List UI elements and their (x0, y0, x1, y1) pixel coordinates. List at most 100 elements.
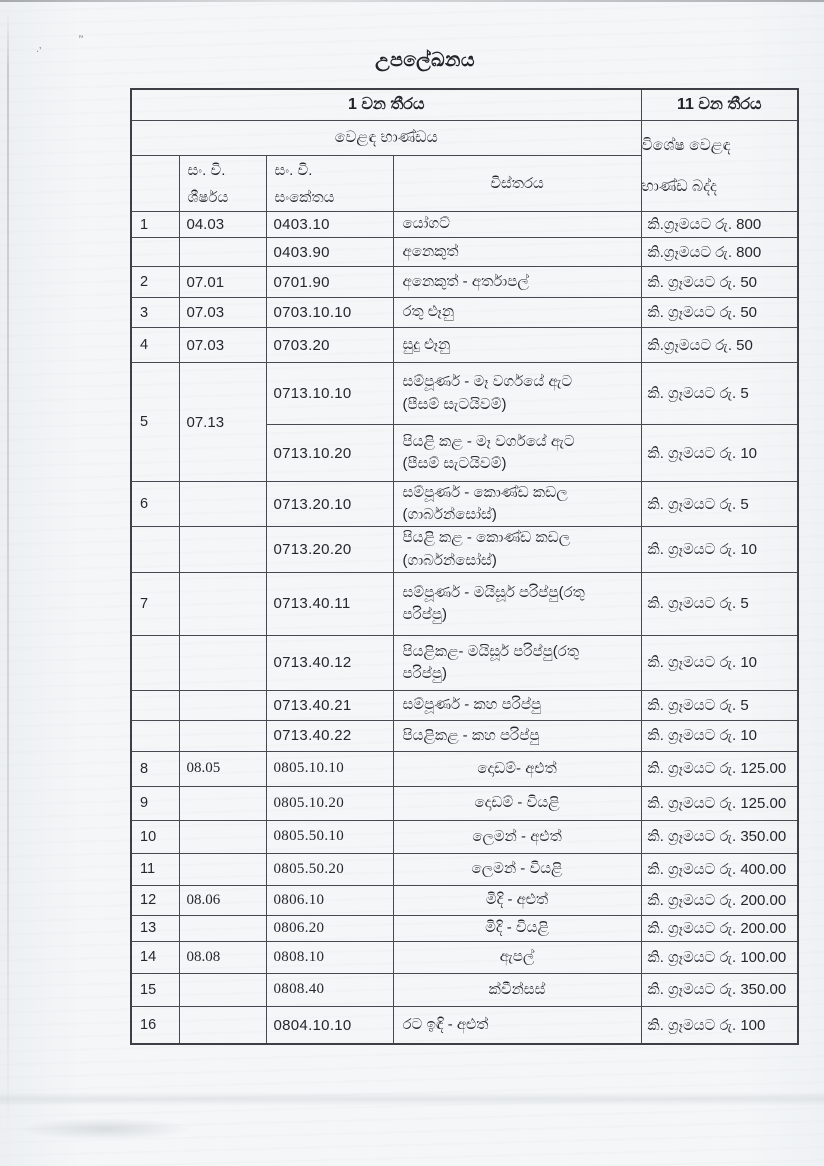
hs-heading-cell: 07.03 (178, 297, 267, 328)
hs-heading-cell (178, 719, 267, 752)
serial-header (130, 155, 180, 212)
hs-heading-cell: 08.05 (178, 750, 267, 787)
description-cell: පියළිකළ - කහ පරිප්පු (392, 719, 642, 752)
hs-code-cell: 0713.40.22 (265, 719, 394, 752)
hs-code-cell: 0805.50.20 (265, 852, 394, 886)
duty-cell: කි. ග්‍රෑමයට රු. 125.00 (640, 785, 799, 821)
serial-cell (130, 689, 180, 721)
table-row: 6 0713.20.10 සම්පූර්ණ - කොණ්ඩ කඩල (ගාර්බන්… (130, 480, 799, 528)
description-cell: ක්වීන්සස් (392, 972, 642, 1007)
description-cell: සුදු ළූනු (392, 327, 642, 363)
duty-cell: කි. ග්‍රෑමයට රු. 5 (640, 362, 799, 425)
table-body: 1 04.03 0403.10 යෝගට් කි.ග්‍රෑමයට රු. 800 040… (130, 211, 799, 1045)
duty-cell: කි. ග්‍රෑමයට රු. 5 (640, 480, 799, 528)
column-1-header: 1 වන තීරය (130, 88, 642, 121)
serial-cell: 16 (130, 1005, 180, 1045)
duty-cell: කි.ග්‍රෑමයට රු. 50 (640, 327, 799, 363)
serial-cell: 4 (130, 327, 180, 363)
page-title: උපලේඛනය (375, 50, 475, 71)
hs-code-cell: 0403.10 (265, 211, 394, 238)
duty-cell: කි. ග්‍රෑමයට රු. 400.00 (640, 852, 799, 886)
duty-cell: කි. ග්‍රෑමයට රු. 50 (640, 297, 799, 328)
hs-heading-cell (178, 972, 267, 1007)
scan-smudge-artifact (20, 1118, 190, 1140)
hs-code-cell: 0806.20 (265, 914, 394, 942)
description-cell: අනෙකුත් (392, 237, 642, 267)
hs-heading-cell (178, 480, 267, 528)
duty-cell: කි. ග්‍රෑමයට රු. 50 (640, 266, 799, 298)
hs-code-cell: 0701.90 (265, 266, 394, 298)
serial-cell (130, 719, 180, 752)
scan-band-artifact (0, 1092, 824, 1106)
description-cell: සම්පූර්ණ - කහ පරිප්පු (392, 689, 642, 721)
hs-code-cell: 0805.10.10 (265, 750, 394, 787)
table-row: 4 07.03 0703.20 සුදු ළූනු කි.ග්‍රෑමයට රු. 50 (130, 327, 799, 363)
description-cell: පියළි කළ - කොණ්ඩ කඩල (ගාර්බන්සෝස්) (392, 526, 642, 573)
hs-heading-header-line1: සං. වි. (187, 161, 226, 179)
hs-code-cell: 0713.20.10 (265, 480, 394, 528)
header-row-subcolumns: සං. වි. ශීර්ෂය සං. වි. සංකේතය විස්තරය (130, 155, 798, 212)
scan-speck (77, 34, 84, 47)
serial-cell: 5 (130, 362, 180, 482)
hs-heading-cell: 08.08 (178, 940, 267, 974)
description-cell: මිදි - අළුත් (392, 884, 642, 916)
table-row: 0713.20.20 පියළි කළ - කොණ්ඩ කඩල (ගාර්බන්ස… (130, 526, 799, 573)
table-row: 0713.10.20 පියළි කළ - මෑ වර්ගයේ ඇට (පීසම්… (131, 424, 799, 482)
table-row: 12 08.06 0806.10 මිදි - අළුත් කි. ග්‍රෑමයට ර… (130, 884, 799, 916)
hs-heading-cell (178, 689, 267, 721)
hs-heading-cell (178, 634, 267, 691)
duty-cell: කි. ග්‍රෑමයට රු. 10 (640, 719, 799, 752)
description-cell: මිදි - වියළි (392, 914, 642, 942)
hs-code-cell: 0808.10 (265, 940, 394, 974)
hs-heading-cell (178, 1005, 267, 1045)
table-row: 16 0804.10.10 රට ඉඳි - අළුත් කි. ග්‍රෑමයට ර… (130, 1005, 799, 1045)
hs-code-cell: 0808.40 (265, 972, 394, 1007)
description-cell: සම්පූර්ණ - මයිසූර් පරිප්පු(රතු පරිප්පු) (392, 571, 642, 636)
hs-heading-cell: 07.01 (178, 266, 267, 298)
trade-goods-header: වෙළඳ භාණ්ඩය (130, 120, 642, 156)
hs-code-header-line2: සංකේතය (274, 188, 335, 206)
duty-cell: කි. ග්‍රෑමයට රු. 100 (640, 1005, 799, 1045)
serial-cell: 2 (130, 266, 180, 298)
scan-edge-artifact (7, 12, 9, 1142)
hs-heading-cell (178, 785, 267, 821)
serial-cell: 9 (130, 785, 180, 821)
hs-code-cell: 0805.50.10 (265, 819, 394, 854)
duty-cell: කි. ග්‍රෑමයට රු. 350.00 (640, 972, 799, 1007)
hs-heading-cell: 07.03 (178, 327, 267, 363)
table-row: 0713.40.12 පියළිකළ- මයිසූර් පරිප්පු(රතු ප… (130, 634, 799, 691)
description-header: විස්තරය (392, 155, 642, 212)
table-row: 10 0805.50.10 ලෙමන් - අළුත් කි. ග්‍රෑමයට රු… (130, 819, 799, 854)
duty-cell: කි. ග්‍රෑමයට රු. 5 (640, 689, 799, 721)
description-cell: ලෙමන් - අළුත් (392, 819, 642, 854)
description-cell: දොඩම්- අළුත් (392, 750, 642, 787)
description-cell: ලෙමන් - වියළි (392, 852, 642, 886)
hs-heading-cell (178, 852, 267, 886)
hs-code-cell: 0805.10.20 (265, 785, 394, 821)
duty-cell: කි. ග්‍රෑමයට රු. 200.00 (640, 884, 799, 916)
table-row: 3 07.03 0703.10.10 රතු ළූනු කි. ග්‍රෑමයට රු.… (130, 297, 799, 328)
hs-code-header-line1: සං. වි. (274, 161, 313, 179)
duty-cell: කි. ග්‍රෑමයට රු. 200.00 (640, 914, 799, 942)
hs-code-cell: 0703.20 (265, 327, 394, 363)
serial-cell: 15 (130, 972, 180, 1007)
duty-cell: කි. ග්‍රෑමයට රු. 125.00 (640, 750, 799, 787)
table-row: 1 04.03 0403.10 යෝගට් කි.ග්‍රෑමයට රු. 800 (130, 211, 799, 238)
serial-cell: 14 (130, 940, 180, 974)
serial-cell (130, 237, 180, 267)
description-cell: පියළි කළ - මෑ වර්ගයේ ඇට (පීසම් සැටයිවම්) (392, 424, 642, 482)
hs-code-cell: 0713.10.10 (265, 362, 394, 425)
serial-cell: 8 (130, 750, 180, 787)
table-row: 0713.40.21 සම්පූර්ණ - කහ පරිප්පු කි. ග්‍රෑ… (130, 689, 799, 721)
description-cell: ඇපල් (392, 940, 642, 974)
description-cell: පියළිකළ- මයිසූර් පරිප්පු(රතු පරිප්පු) (392, 634, 642, 691)
header-row-trade-goods: වෙළඳ භාණ්ඩය විශේෂ වෙළඳ භාණ්ඩ බද්ද (130, 120, 799, 212)
scan-top-edge-artifact (0, 0, 824, 2)
serial-cell: 11 (130, 852, 180, 886)
serial-cell (130, 526, 180, 573)
hs-code-cell: 0403.90 (265, 237, 394, 267)
duty-cell: කි. ග්‍රෑමයට රු. 10 (640, 526, 799, 573)
hs-heading-header-line2: ශීර්ෂය (187, 188, 229, 206)
table-row: 8 08.05 0805.10.10 දොඩම්- අළුත් කි. ග්‍රෑමයට… (130, 750, 799, 787)
